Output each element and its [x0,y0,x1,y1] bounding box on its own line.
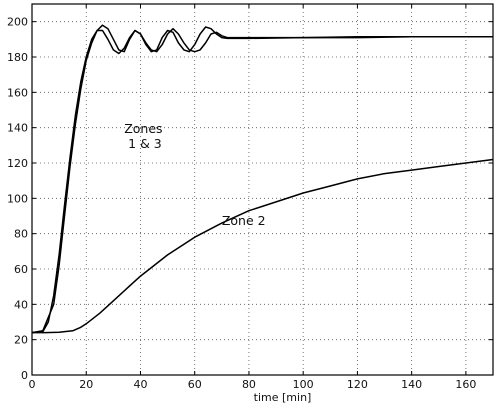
annotation-line: Zones [124,121,162,136]
y-tick-label: 160 [7,86,28,99]
annotation-1: Zones 1 & 3 [124,121,162,151]
x-tick-label: 120 [347,378,368,391]
y-tick-label: 120 [7,157,28,170]
x-tick-label: 140 [401,378,422,391]
annotation-line: Zone 2 [222,213,266,228]
x-tick-labels: 0 20 40 60 80 100 120 140 160 [29,4,476,391]
y-tick-label: 20 [14,334,28,347]
x-tick-label: 20 [79,378,93,391]
y-tick-label: 100 [7,192,28,205]
y-tick-label: 40 [14,298,28,311]
x-tick-label: 80 [242,378,256,391]
y-tick-label: 0 [21,369,28,382]
series-line-1 [31,24,493,334]
x-tick-label: 60 [188,378,202,391]
series-line-2 [31,27,493,334]
grid-lines [32,4,493,375]
annotation-2: Zone 2 [222,213,266,228]
series-line-3 [32,158,494,334]
y-tick-label: 180 [7,51,28,64]
y-tick-label: 80 [14,228,28,241]
x-tick-label: 160 [455,378,476,391]
series-lines [31,24,494,334]
x-tick-label: 0 [29,378,36,391]
annotation-line: 1 & 3 [124,136,162,151]
y-tick-labels: 0 20 40 60 80 100 120 140 160 180 200 [7,16,493,382]
x-tick-label: 40 [133,378,147,391]
y-tick-label: 200 [7,16,28,29]
x-tick-label: 100 [293,378,314,391]
annotations: Zones 1 & 3 Zone 2 [124,121,265,228]
plot-frame [31,3,494,376]
y-tick-label: 140 [7,122,28,135]
y-tick-label: 60 [14,263,28,276]
x-axis-title: time [min] [254,391,312,404]
